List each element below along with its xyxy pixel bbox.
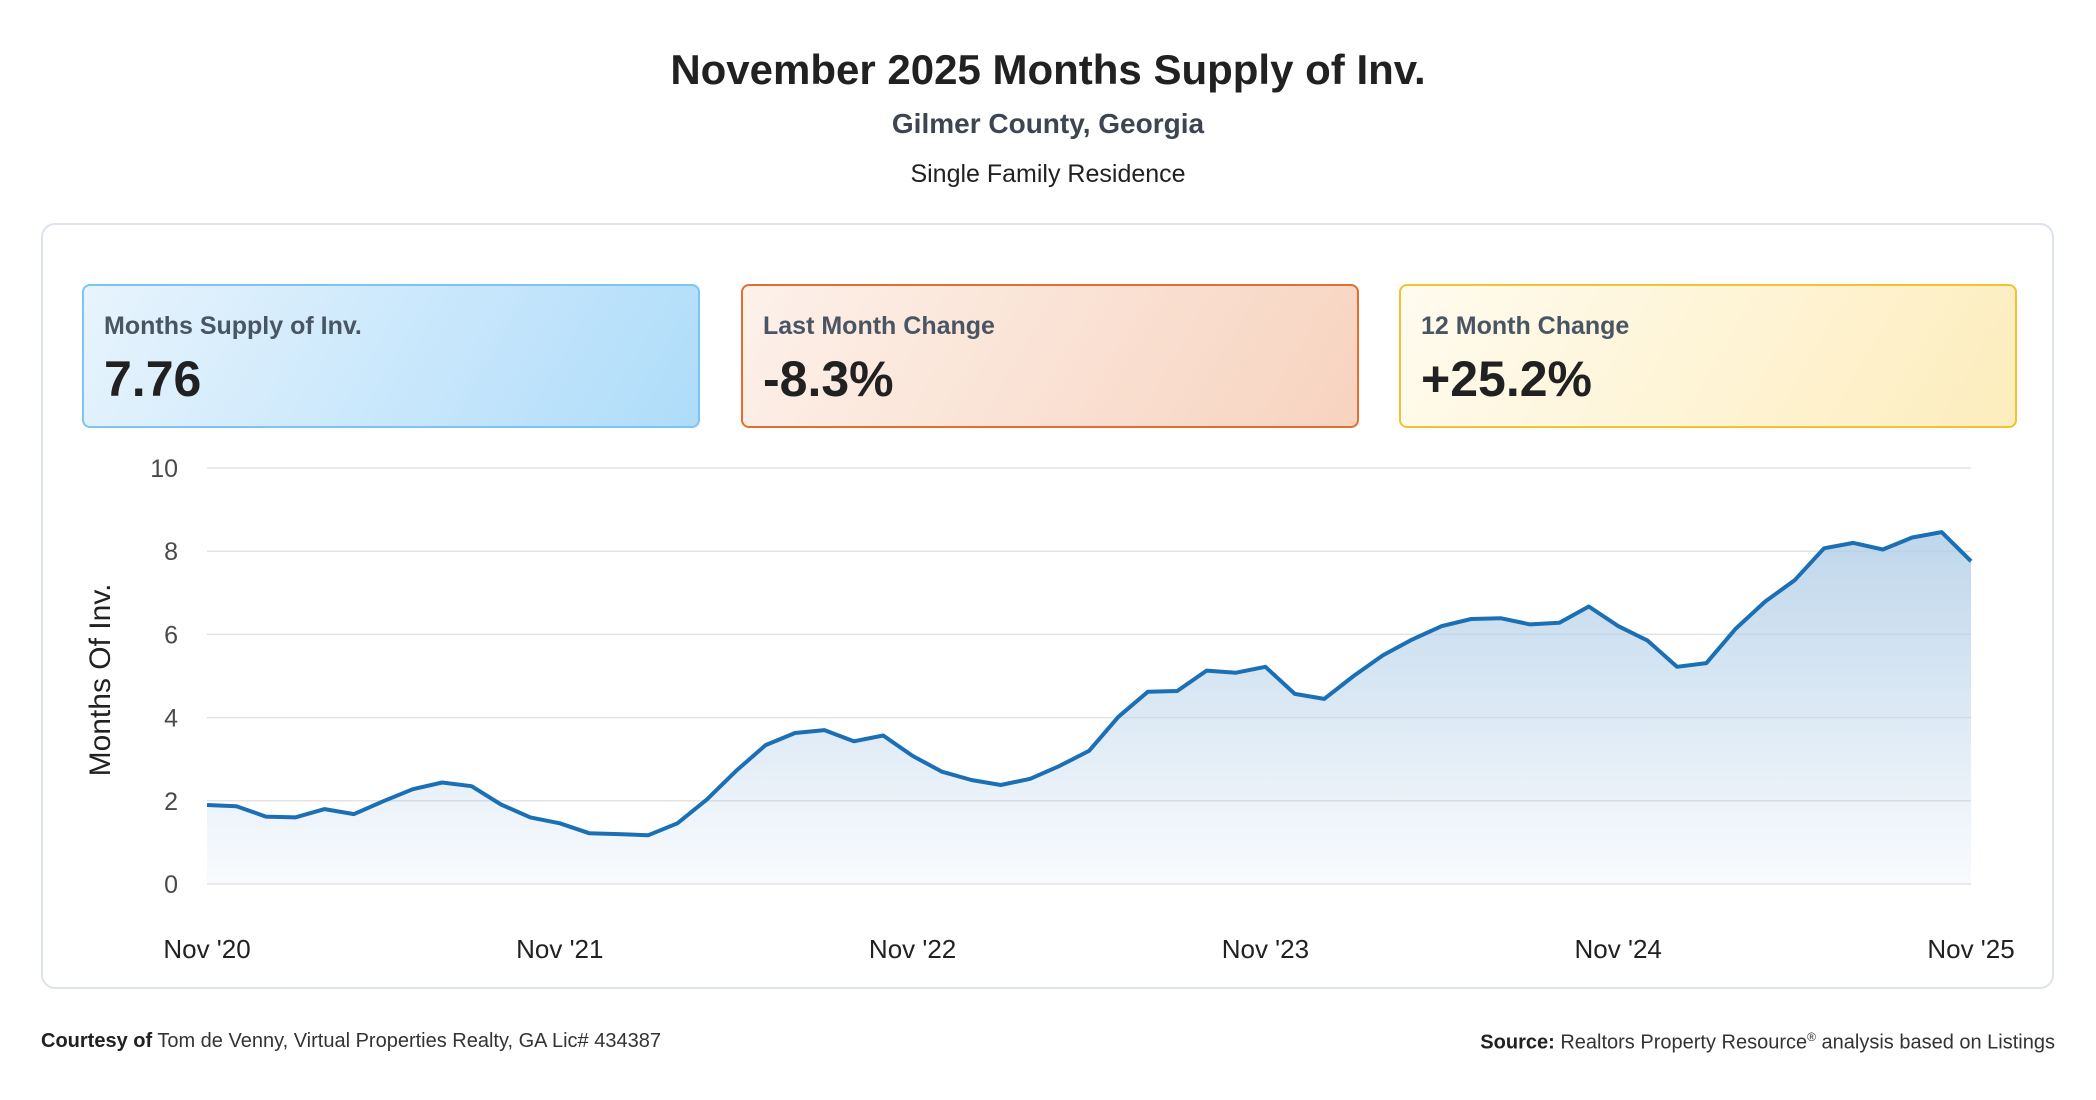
area-fill-layer (207, 532, 1971, 884)
y-axis-ticks: 0 2 4 6 8 10 (150, 455, 178, 899)
series-area-fill (207, 532, 1971, 884)
stat-value: +25.2% (1421, 351, 1592, 407)
chart-title: November 2025 Months Supply of Inv. (670, 46, 1426, 93)
stat-card-12-month-change: 12 Month Change +25.2% (1399, 284, 2017, 428)
x-tick-label: Nov '22 (869, 934, 956, 964)
y-tick-label: 10 (150, 455, 178, 483)
courtesy-footer: Courtesy of Tom de Venny, Virtual Proper… (41, 1030, 661, 1053)
y-tick-label: 6 (164, 621, 178, 649)
location-subtitle: Gilmer County, Georgia (891, 108, 1205, 139)
source-text-tail: analysis based on Listings (1815, 1031, 2056, 1054)
stat-label: 12 Month Change (1421, 312, 1630, 340)
x-tick-label: Nov '24 (1575, 934, 1662, 964)
x-tick-label: Nov '23 (1222, 934, 1309, 964)
x-tick-label: Nov '25 (1927, 934, 2014, 964)
x-tick-label: Nov '20 (163, 934, 250, 964)
stat-card-last-month-change: Last Month Change -8.3% (741, 284, 1359, 428)
line-layer (206, 530, 1973, 838)
source-text: Realtors Property Resource (1560, 1031, 1808, 1054)
x-axis-ticks: Nov '20 Nov '21 Nov '22 Nov '23 Nov '24 Nov '… (163, 934, 2014, 964)
y-tick-label: 2 (164, 788, 178, 816)
stat-value: -8.3% (763, 351, 894, 407)
series-line (206, 530, 1973, 838)
x-tick-label: Nov '21 (516, 934, 603, 964)
courtesy-label: Courtesy of (41, 1030, 153, 1052)
source-label: Source: (1480, 1031, 1555, 1054)
y-tick-label: 0 (164, 871, 178, 899)
courtesy-text: Tom de Venny, Virtual Properties Realty,… (157, 1030, 661, 1052)
registered-mark: ® (1807, 1030, 1816, 1044)
y-axis-label: Months Of Inv. (84, 584, 117, 777)
stat-label: Last Month Change (763, 312, 995, 340)
y-tick-label: 4 (164, 705, 178, 733)
stat-card-months-supply: Months Supply of Inv. 7.76 (82, 284, 700, 428)
source-footer: Source: Realtors Property Resource® anal… (1480, 1030, 2055, 1055)
stat-label: Months Supply of Inv. (104, 312, 362, 340)
y-tick-label: 8 (164, 538, 178, 566)
stat-value: 7.76 (104, 351, 202, 407)
property-type-subtitle: Single Family Residence (910, 160, 1186, 188)
